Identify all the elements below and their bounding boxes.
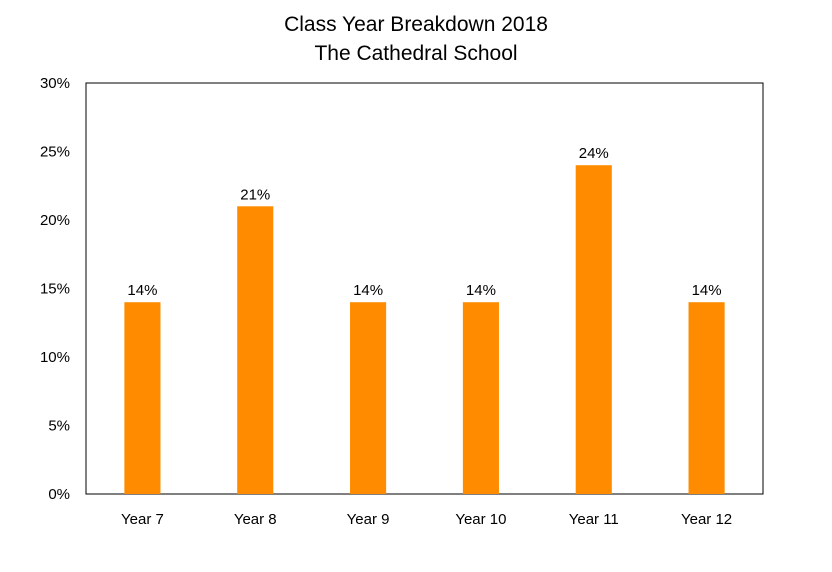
y-tick-label: 15% [40,281,70,298]
chart-title: Class Year Breakdown 2018 [284,13,548,36]
chart-subtitle: The Cathedral School [314,42,517,65]
bar-value-label: 14% [466,282,496,299]
y-tick-label: 10% [40,349,70,366]
bar-value-label: 14% [692,282,722,299]
y-tick-label: 0% [48,486,70,503]
y-tick-label: 25% [40,144,70,161]
y-tick-label: 5% [48,418,70,435]
bar [688,302,725,494]
bar-value-label: 14% [127,282,157,299]
x-tick-label: Year 12 [681,511,732,528]
bar [462,302,499,494]
y-tick-label: 30% [40,75,70,92]
bar [575,165,612,494]
x-axis: Year 7 Year 8 Year 9 Year 10 Year 11 Year 12 [121,511,732,528]
bar [124,302,161,494]
bar [350,302,387,494]
bar-value-label: 21% [240,186,270,203]
plot-area-border [85,82,764,495]
data-labels: 14% 21% 14% 14% 24% 14% [127,145,721,299]
bar [237,206,274,495]
x-tick-label: Year 7 [121,511,164,528]
x-tick-label: Year 8 [234,511,277,528]
y-tick-label: 20% [40,212,70,229]
bar-value-label: 14% [353,282,383,299]
x-tick-label: Year 11 [569,511,619,528]
bar-value-label: 24% [579,145,609,162]
y-axis: 0% 5% 10% 15% 20% 25% 30% [40,75,70,503]
x-tick-label: Year 9 [347,511,390,528]
x-tick-label: Year 10 [455,511,506,528]
bars-group [124,165,725,495]
